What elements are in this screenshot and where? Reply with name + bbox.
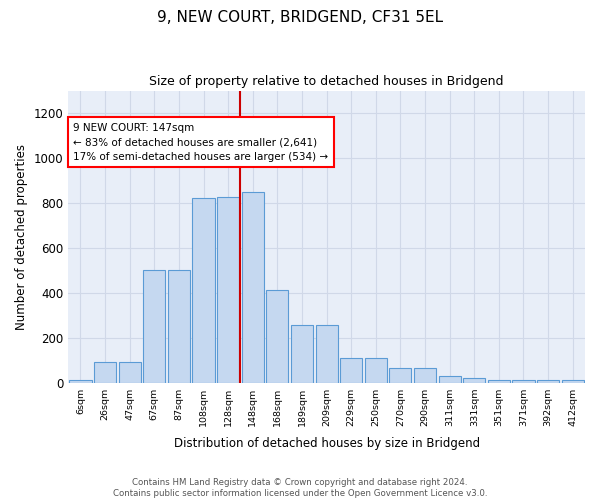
Bar bbox=[119, 362, 141, 382]
Y-axis label: Number of detached properties: Number of detached properties bbox=[15, 144, 28, 330]
Bar bbox=[439, 376, 461, 382]
Bar bbox=[193, 198, 215, 382]
Text: 9 NEW COURT: 147sqm
← 83% of detached houses are smaller (2,641)
17% of semi-det: 9 NEW COURT: 147sqm ← 83% of detached ho… bbox=[73, 122, 328, 162]
Bar bbox=[365, 358, 387, 382]
Bar bbox=[414, 368, 436, 382]
Bar bbox=[389, 368, 412, 382]
Text: 9, NEW COURT, BRIDGEND, CF31 5EL: 9, NEW COURT, BRIDGEND, CF31 5EL bbox=[157, 10, 443, 25]
Title: Size of property relative to detached houses in Bridgend: Size of property relative to detached ho… bbox=[149, 75, 504, 88]
Bar bbox=[340, 358, 362, 382]
Bar bbox=[537, 380, 559, 382]
Bar bbox=[562, 380, 584, 382]
Bar bbox=[463, 378, 485, 382]
Text: Contains HM Land Registry data © Crown copyright and database right 2024.
Contai: Contains HM Land Registry data © Crown c… bbox=[113, 478, 487, 498]
Bar bbox=[217, 197, 239, 382]
Bar bbox=[168, 270, 190, 382]
Bar bbox=[316, 326, 338, 382]
Bar bbox=[143, 270, 166, 382]
Bar bbox=[94, 362, 116, 382]
Bar bbox=[242, 192, 264, 382]
Bar bbox=[488, 380, 510, 382]
Bar bbox=[70, 380, 92, 382]
Bar bbox=[266, 290, 289, 382]
Bar bbox=[291, 326, 313, 382]
X-axis label: Distribution of detached houses by size in Bridgend: Distribution of detached houses by size … bbox=[173, 437, 479, 450]
Bar bbox=[512, 380, 535, 382]
